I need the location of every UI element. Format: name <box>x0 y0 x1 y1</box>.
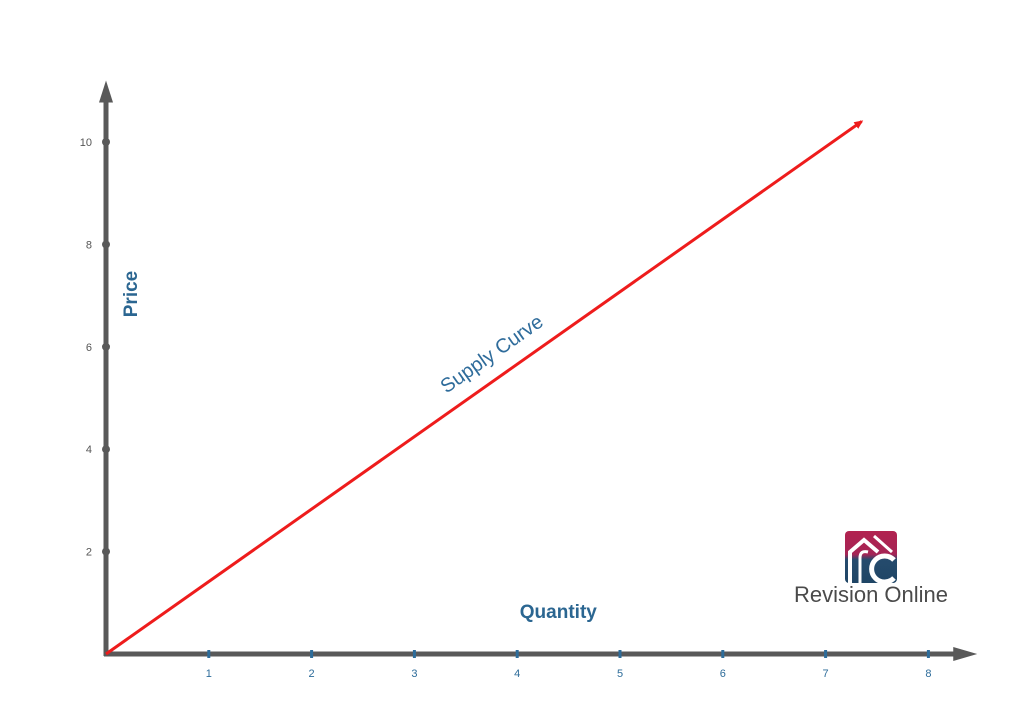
y-axis-arrow <box>99 80 113 103</box>
revision-online-logo: Revision Online <box>776 528 966 612</box>
x-tick-label: 6 <box>720 668 726 680</box>
supply-curve-line <box>105 120 864 656</box>
y-tick-label: 10 <box>80 137 92 149</box>
x-axis-title: Quantity <box>520 602 597 623</box>
y-tick-mark <box>102 547 110 556</box>
y-tick-mark <box>102 240 110 249</box>
y-tick-mark <box>102 138 110 146</box>
revision-online-logo-icon <box>845 531 897 584</box>
x-tick-label: 2 <box>309 668 315 680</box>
y-tick-mark <box>102 445 110 454</box>
y-tick-label: 2 <box>86 547 92 559</box>
x-tick-label: 8 <box>925 668 931 680</box>
y-tick-label: 8 <box>86 239 92 251</box>
x-tick-label: 4 <box>514 668 520 680</box>
y-axis-title: Price <box>121 271 142 317</box>
x-axis-arrow <box>953 647 978 661</box>
x-tick-label: 5 <box>617 668 623 680</box>
x-tick-label: 3 <box>411 668 417 680</box>
y-tick-mark <box>102 342 110 351</box>
y-tick-label: 6 <box>86 342 92 354</box>
x-tick-label: 1 <box>206 668 212 680</box>
logo-text: Revision Online <box>793 582 949 607</box>
x-tick-label: 7 <box>823 668 829 680</box>
y-tick-label: 4 <box>86 444 92 456</box>
